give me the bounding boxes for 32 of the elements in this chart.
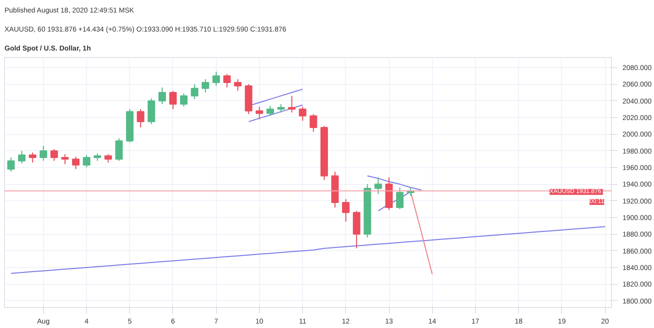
candlestick [396,187,404,210]
candlestick [136,108,144,128]
candlestick [288,95,296,113]
candlestick [61,154,69,165]
candlestick [28,152,36,163]
candlestick [298,106,306,122]
candlestick [115,138,123,162]
candlestick [212,71,220,86]
line-series [248,104,304,122]
candlestick [234,78,242,92]
candlestick [190,84,198,100]
candlestick [352,210,360,249]
candlestick [342,198,350,222]
candlestick [266,105,274,116]
candlestick [169,90,177,110]
candlestick [310,114,318,132]
line-series [10,226,606,274]
candlestick [180,92,188,108]
candlestick [40,145,48,162]
candlestick [158,87,166,105]
line-series [366,175,422,190]
candlestick [82,154,90,168]
candlestick [18,150,26,164]
candlestick [202,78,210,93]
candlestick [374,177,382,195]
candlestick [223,74,231,88]
candlestick [385,177,393,210]
candlestick [148,98,156,125]
candlestick [72,156,80,170]
candlestick [7,157,15,172]
candlestick [256,106,264,120]
candlestick [50,148,58,162]
